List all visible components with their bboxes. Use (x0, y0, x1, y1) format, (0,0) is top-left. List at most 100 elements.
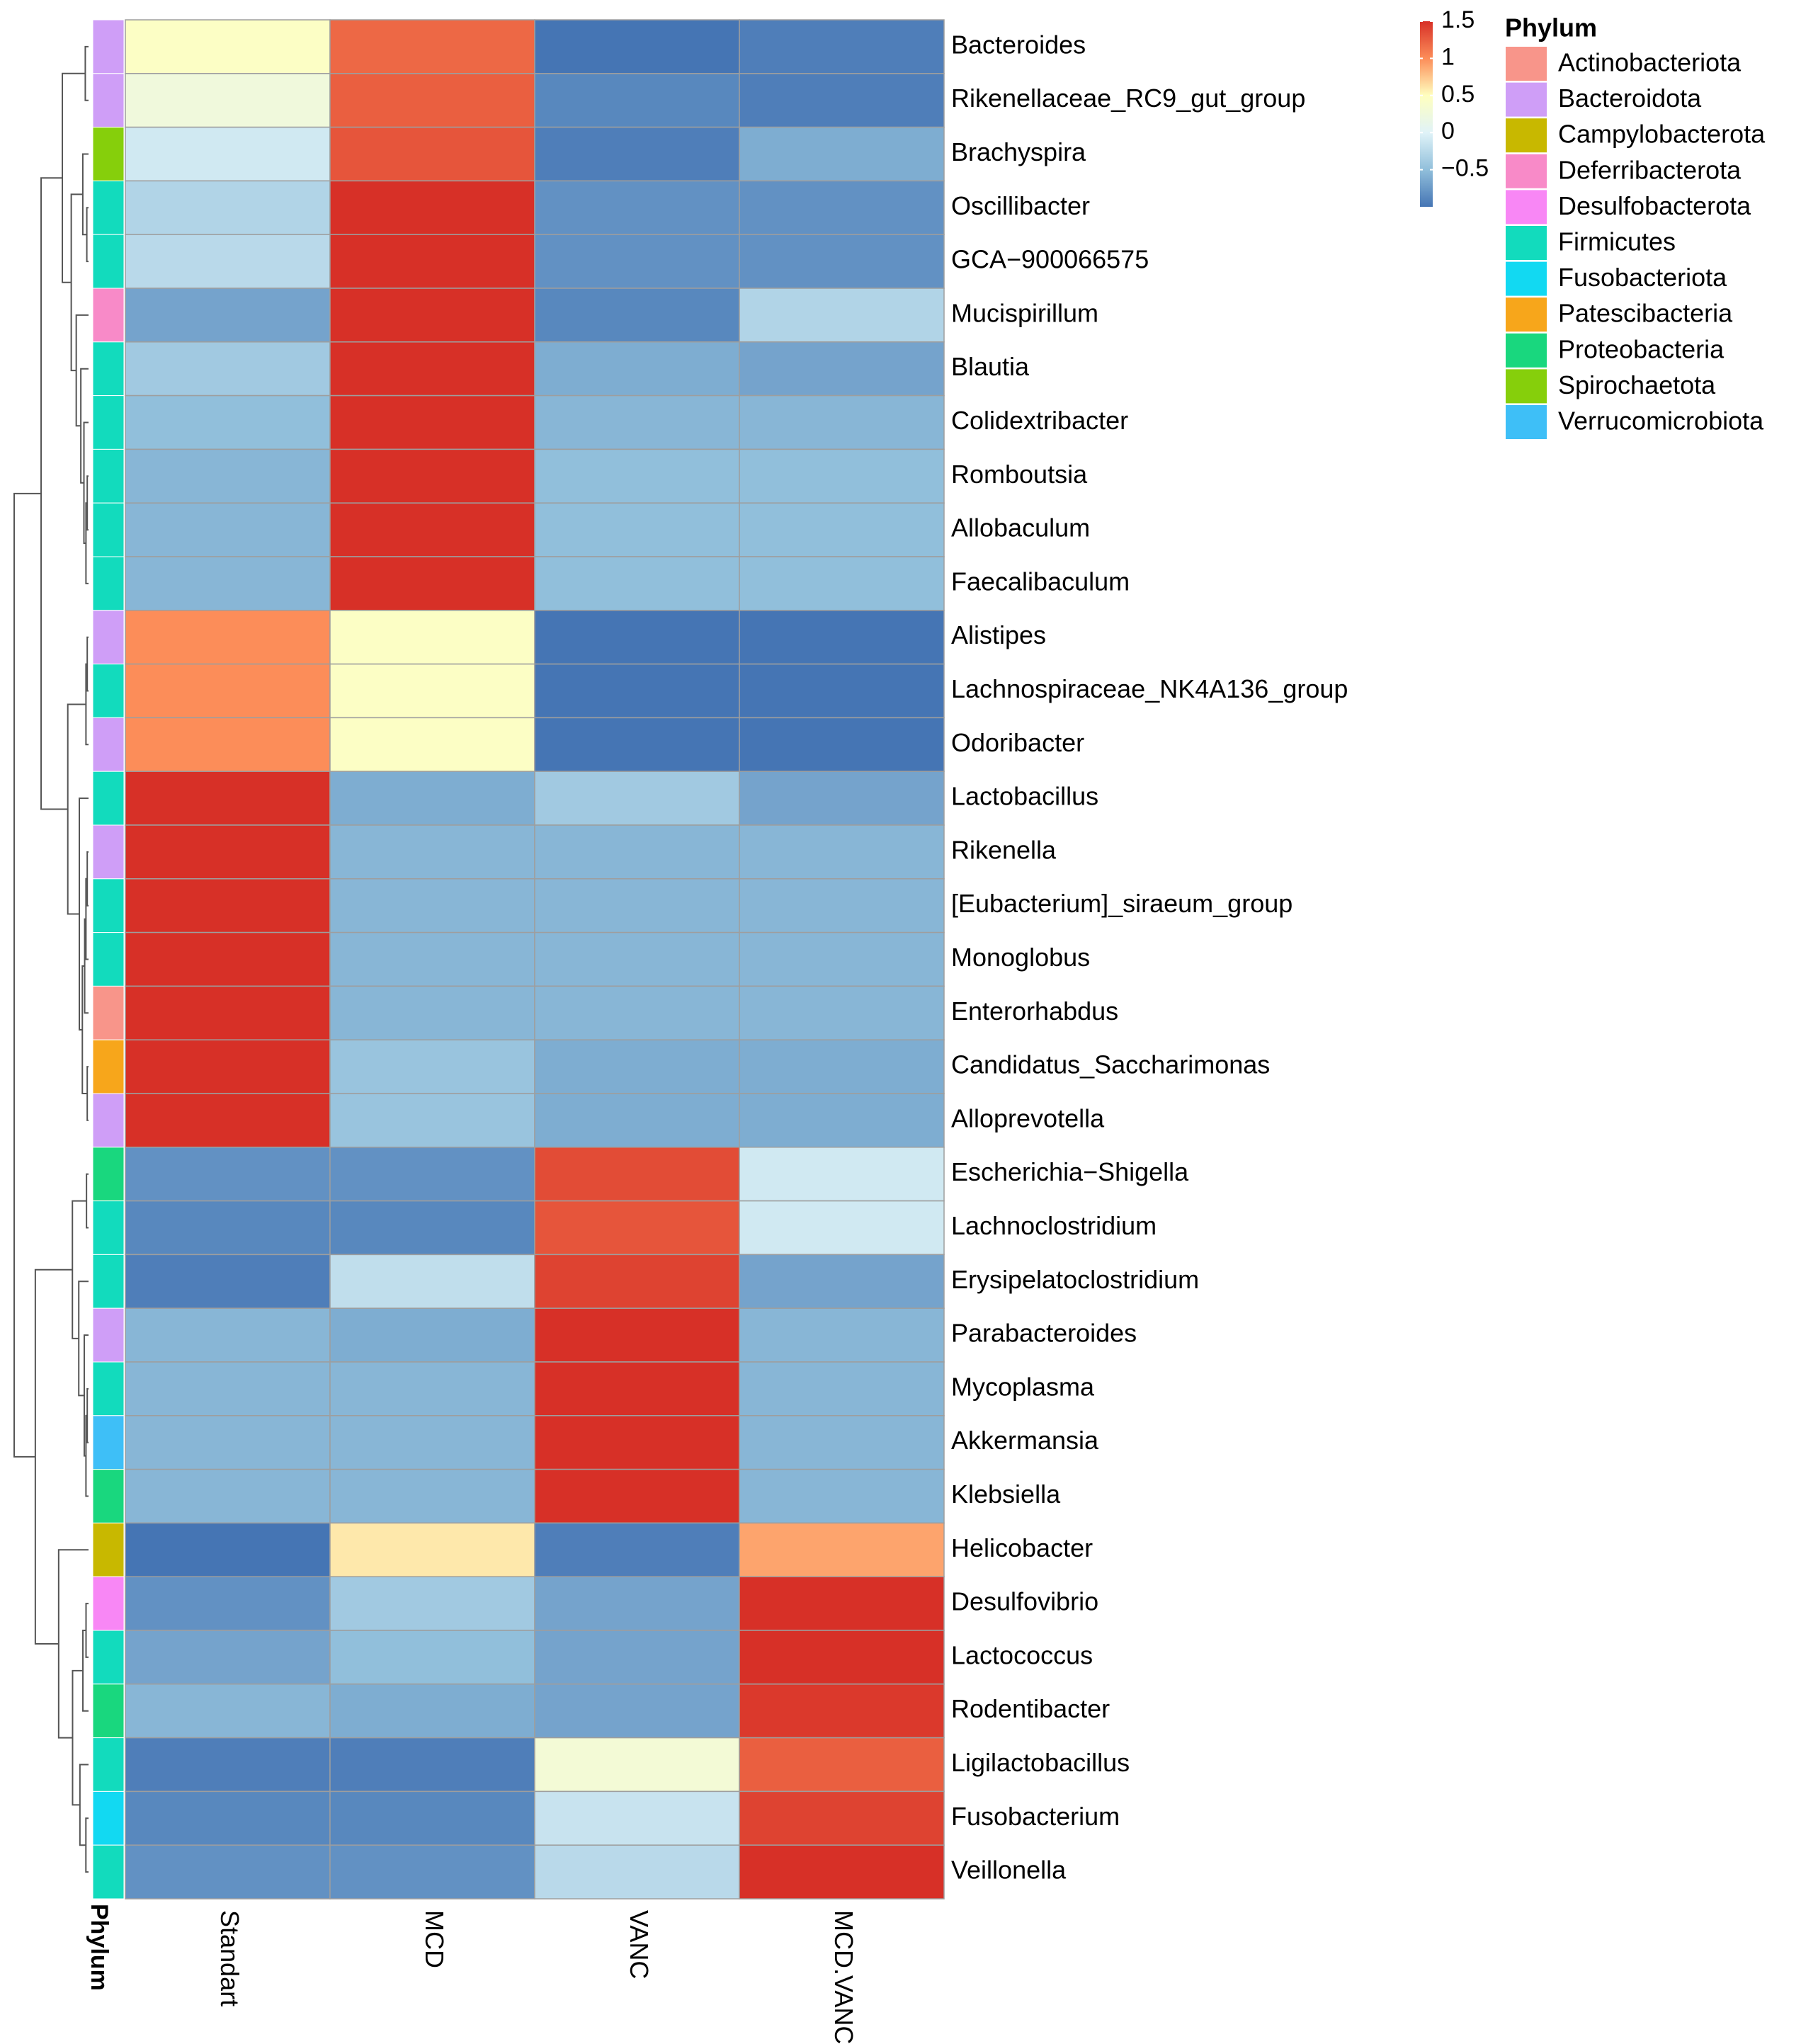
row-label: Bacteroides (951, 30, 1086, 59)
heatmap-cell (534, 985, 740, 1040)
heatmap-cell (329, 19, 535, 74)
row-labels: Bacteroides Rikenellaceae_RC9_gut_group Br… (951, 30, 1348, 1884)
heatmap-cell (125, 341, 331, 397)
heatmap-cell (739, 771, 945, 826)
heatmap-cell (125, 180, 331, 235)
phylum-cell-escherichia-shigella (92, 1147, 125, 1202)
legend-label: Proteobacteria (1558, 334, 1725, 363)
heatmap-cell (534, 1737, 740, 1793)
heatmap-cell (125, 1522, 331, 1577)
heatmap-cell (534, 610, 740, 665)
phylum-cell-oscillibacter (92, 180, 125, 235)
heatmap-cell (329, 717, 535, 772)
heatmap-cell (534, 234, 740, 289)
phylum-cell-lachnospiraceae-nk4a136-group (92, 664, 125, 718)
heatmap-cell (739, 394, 945, 450)
heatmap-cell (534, 19, 740, 74)
heatmap-cell (329, 126, 535, 182)
legend-swatch-proteobacteria (1504, 331, 1548, 369)
heatmap-cell (329, 878, 535, 933)
phylum-cell-monoglobus (92, 932, 125, 987)
row-label: Lachnoclostridium (951, 1211, 1157, 1240)
phylum-cell-helicobacter (92, 1522, 125, 1577)
row-label: Monoglobus (951, 943, 1090, 972)
heatmap-cell (534, 288, 740, 343)
heatmap-cell (329, 610, 535, 665)
heatmap-cell (125, 878, 331, 933)
row-label: Ligilactobacillus (951, 1748, 1130, 1777)
row-label: Candidatus_Saccharimonas (951, 1050, 1270, 1079)
heatmap-cell (329, 1039, 535, 1094)
legend-swatch-firmicutes (1504, 225, 1548, 261)
color-scale-tick-label: 1 (1441, 43, 1455, 70)
row-label: Akkermansia (951, 1426, 1099, 1455)
heatmap-cell (329, 73, 535, 128)
color-scale-tick-label: 0 (1441, 118, 1455, 144)
heatmap-cell (739, 1522, 945, 1577)
heatmap-cell (329, 1630, 535, 1685)
dendrogram-branch (82, 1630, 89, 1712)
row-label: Klebsiella (951, 1480, 1061, 1509)
row-label: Helicobacter (951, 1533, 1093, 1562)
heatmap-cell (739, 1844, 945, 1900)
heatmap-cell (739, 1684, 945, 1739)
row-label: Mucispirillum (951, 298, 1098, 327)
row-label: Escherichia−Shigella (951, 1157, 1189, 1186)
heatmap-cell (534, 394, 740, 450)
heatmap-cell (739, 1039, 945, 1094)
dendrogram-branch (86, 1066, 89, 1121)
heatmap-cell (739, 341, 945, 397)
heatmap-cell (534, 502, 740, 557)
phylum-cell-faecalibaculum (92, 556, 125, 611)
row-label: Alistipes (951, 620, 1046, 649)
row-label: Erysipelatoclostridium (951, 1265, 1199, 1294)
heatmap-cell (125, 1630, 331, 1685)
heatmap-cell (125, 1039, 331, 1094)
phylum-cell-lachnoclostridium (92, 1200, 125, 1255)
legend-label: Fusobacteriota (1558, 263, 1727, 292)
heatmap-cell (125, 1307, 331, 1363)
heatmap-cell (534, 1844, 740, 1900)
dendrogram-branch (34, 1268, 73, 1645)
phylum-cell-rikenellaceae-rc9-gut-group (92, 73, 125, 128)
heatmap-cell (125, 1415, 331, 1470)
heatmap-cell (534, 180, 740, 235)
heatmap-cell (329, 448, 535, 504)
row-label: [Eubacterium]_siraeum_group (951, 889, 1292, 918)
dendrogram-branch (86, 1173, 89, 1229)
row-label: Blautia (951, 352, 1030, 381)
legend-swatch-deferribacterota (1504, 152, 1548, 190)
color-scale-tick-label: −0.5 (1441, 155, 1489, 182)
column-label: MCD (420, 1910, 449, 1968)
legend-label: Campylobacterota (1558, 120, 1766, 149)
heatmap-cell (329, 556, 535, 611)
heatmap-cell (534, 1254, 740, 1309)
heatmap-cell (739, 1361, 945, 1416)
heatmap-cell (329, 234, 535, 289)
heatmap-cell (739, 610, 945, 665)
phylum-cell-desulfovibrio (92, 1576, 125, 1631)
heatmap-cells (125, 19, 945, 1900)
heatmap-cell (329, 824, 535, 880)
heatmap-cell (329, 985, 535, 1040)
heatmap-cell (125, 1844, 331, 1900)
heatmap-cell (329, 1307, 535, 1363)
heatmap-cell (329, 394, 535, 450)
dendrogram-branch (86, 475, 89, 531)
phylum-cell-rikenella (92, 824, 125, 880)
phylum-annotation-strip (92, 19, 125, 1900)
row-label: Romboutsia (951, 460, 1088, 489)
column-label: VANC (625, 1910, 654, 1979)
row-label: Colidextribacter (951, 406, 1128, 435)
heatmap-cell (534, 73, 740, 128)
phylum-cell-eubacterium-siraeum-group (92, 878, 125, 933)
row-label: Odoribacter (951, 728, 1084, 757)
heatmap-cell (329, 1200, 535, 1256)
heatmap-cell (739, 1790, 945, 1846)
row-label: Fusobacterium (951, 1802, 1120, 1831)
heatmap-cell (739, 663, 945, 719)
heatmap-cell (125, 610, 331, 665)
legend-swatch-patescibacteria (1504, 296, 1548, 334)
heatmap-cell (125, 771, 331, 826)
legend-label: Firmicutes (1558, 227, 1676, 256)
